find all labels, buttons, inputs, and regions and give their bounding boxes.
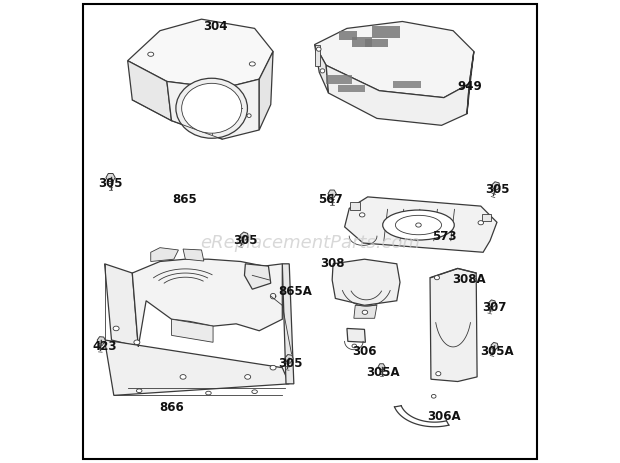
Text: 949: 949 xyxy=(457,80,482,93)
Polygon shape xyxy=(491,343,498,350)
Polygon shape xyxy=(467,51,474,114)
Ellipse shape xyxy=(352,344,356,348)
Polygon shape xyxy=(241,232,249,240)
Ellipse shape xyxy=(136,389,142,393)
Bar xyxy=(326,75,352,84)
Text: 573: 573 xyxy=(432,230,456,243)
Text: 567: 567 xyxy=(319,193,343,206)
Polygon shape xyxy=(378,364,385,370)
Ellipse shape xyxy=(245,375,250,379)
Text: 305: 305 xyxy=(485,183,509,196)
Ellipse shape xyxy=(249,62,255,66)
Ellipse shape xyxy=(360,213,365,217)
Polygon shape xyxy=(132,259,282,347)
Polygon shape xyxy=(332,259,400,306)
Ellipse shape xyxy=(471,278,476,282)
Ellipse shape xyxy=(435,275,440,280)
Polygon shape xyxy=(128,19,273,88)
Ellipse shape xyxy=(206,391,211,395)
Text: 304: 304 xyxy=(203,19,228,32)
Polygon shape xyxy=(326,65,469,125)
Polygon shape xyxy=(105,264,138,347)
Polygon shape xyxy=(314,21,474,98)
Text: 306: 306 xyxy=(352,345,377,358)
Polygon shape xyxy=(172,319,213,342)
Bar xyxy=(393,81,421,88)
Polygon shape xyxy=(105,340,289,395)
Ellipse shape xyxy=(113,326,119,331)
Ellipse shape xyxy=(320,69,325,73)
Polygon shape xyxy=(314,44,329,93)
Ellipse shape xyxy=(252,390,257,394)
Ellipse shape xyxy=(478,221,484,225)
Text: 308A: 308A xyxy=(453,274,486,287)
Ellipse shape xyxy=(316,47,321,51)
Text: 305A: 305A xyxy=(480,345,514,358)
Text: 307: 307 xyxy=(482,301,507,314)
Ellipse shape xyxy=(176,78,247,138)
Polygon shape xyxy=(430,269,477,382)
Ellipse shape xyxy=(436,372,441,376)
Polygon shape xyxy=(183,249,204,261)
Bar xyxy=(365,38,389,47)
Text: 305: 305 xyxy=(278,357,303,369)
Ellipse shape xyxy=(148,52,154,56)
Polygon shape xyxy=(285,355,293,363)
Polygon shape xyxy=(314,44,320,66)
Polygon shape xyxy=(489,300,496,307)
Ellipse shape xyxy=(432,394,436,398)
Bar xyxy=(339,31,357,40)
Text: 866: 866 xyxy=(159,401,184,414)
Bar xyxy=(352,37,373,47)
Ellipse shape xyxy=(362,310,368,314)
Polygon shape xyxy=(167,79,259,139)
Polygon shape xyxy=(482,214,492,221)
Ellipse shape xyxy=(134,340,140,344)
Ellipse shape xyxy=(182,83,242,133)
Polygon shape xyxy=(347,328,365,342)
Polygon shape xyxy=(345,197,497,252)
Polygon shape xyxy=(244,264,271,289)
Text: 865: 865 xyxy=(172,193,197,206)
Polygon shape xyxy=(259,51,273,130)
Text: 305: 305 xyxy=(233,234,258,247)
Polygon shape xyxy=(128,61,172,121)
Text: eReplacementParts.com: eReplacementParts.com xyxy=(200,234,420,252)
Ellipse shape xyxy=(396,215,441,235)
Bar xyxy=(373,26,400,38)
Polygon shape xyxy=(282,264,294,384)
Polygon shape xyxy=(192,124,203,130)
Polygon shape xyxy=(151,248,179,262)
Ellipse shape xyxy=(180,375,186,379)
Polygon shape xyxy=(97,337,105,344)
Text: 305: 305 xyxy=(99,176,123,189)
Polygon shape xyxy=(328,190,336,197)
Text: 306A: 306A xyxy=(427,410,461,423)
Polygon shape xyxy=(106,174,115,181)
Bar xyxy=(338,85,365,92)
Polygon shape xyxy=(492,182,500,190)
Text: 865A: 865A xyxy=(278,285,312,298)
Ellipse shape xyxy=(415,223,421,227)
Polygon shape xyxy=(354,306,377,318)
Text: 305A: 305A xyxy=(366,366,400,379)
Polygon shape xyxy=(350,202,360,210)
Ellipse shape xyxy=(247,114,251,118)
Text: 423: 423 xyxy=(92,340,117,353)
Text: 308: 308 xyxy=(320,257,344,270)
Ellipse shape xyxy=(383,210,454,240)
Ellipse shape xyxy=(270,365,276,370)
